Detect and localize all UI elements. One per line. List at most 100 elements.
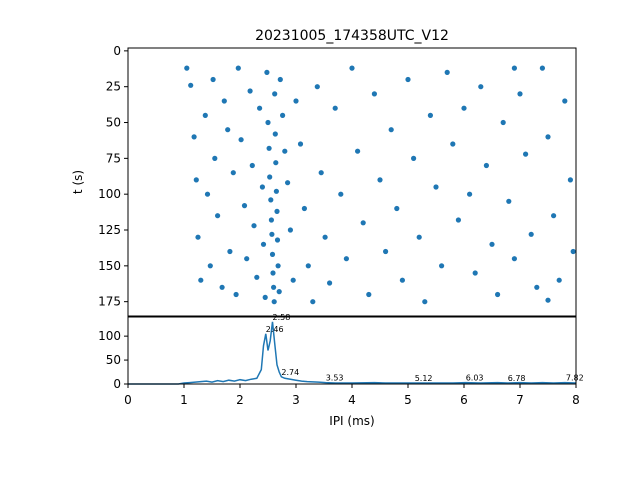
chart-title: 20231005_174358UTC_V12 [255, 28, 449, 44]
scatter-point [433, 184, 439, 190]
scatter-point [500, 119, 506, 126]
scatter-point [241, 203, 248, 209]
scatter-point [301, 205, 307, 212]
scatter-point [293, 98, 299, 104]
scatter-point [455, 217, 461, 223]
histogram-x-axis-label: IPI (ms) [329, 414, 374, 428]
y-tick-label: 150 [98, 259, 121, 273]
scatter-point [489, 241, 495, 247]
scatter-point [251, 223, 257, 229]
scatter-point [265, 119, 271, 126]
x-tick-label: 6 [460, 393, 468, 407]
scatter-point [511, 65, 517, 71]
scatter-point [310, 299, 316, 305]
peak-annotation-label: 3.53 [326, 374, 344, 383]
scatter-point [318, 170, 324, 176]
scatter-point [191, 134, 197, 140]
y-tick-label: 175 [98, 295, 121, 309]
scatter-point [314, 84, 320, 90]
scatter-point [360, 220, 366, 226]
peak-annotation-label: 2.74 [281, 368, 299, 377]
scatter-point [322, 234, 328, 240]
scatter-point [422, 299, 428, 305]
scatter-point [249, 162, 255, 169]
scatter-point [184, 65, 190, 71]
scatter-point [467, 191, 473, 197]
scatter-axes-frame [127, 47, 577, 317]
scatter-point [562, 98, 568, 104]
scatter-point [371, 91, 377, 97]
scatter-point [280, 112, 286, 118]
histogram-y-ticks: 0 50 100 [98, 329, 128, 391]
scatter-point [275, 263, 281, 269]
scatter-point [273, 188, 279, 194]
scatter-point [266, 145, 272, 151]
scatter-point [394, 205, 400, 212]
scatter-point [210, 76, 216, 83]
scatter-point [472, 270, 478, 276]
scatter-point [276, 289, 282, 295]
scatter-point [274, 208, 280, 214]
scatter-point [567, 177, 574, 183]
scatter-point [215, 213, 221, 219]
scatter-point [230, 170, 236, 176]
scatter-points [184, 65, 576, 305]
scatter-point [545, 297, 551, 303]
x-tick-label: 2 [236, 393, 244, 407]
scatter-point [268, 197, 274, 203]
scatter-point [495, 291, 501, 298]
histogram-line [128, 321, 577, 385]
scatter-y-axis-label: t (s) [71, 170, 85, 194]
scatter-point [478, 84, 484, 90]
scatter-point [287, 227, 293, 233]
scatter-point [450, 141, 456, 147]
scatter-point [327, 280, 333, 286]
x-tick-label: 5 [404, 393, 412, 407]
scatter-point [506, 198, 512, 204]
scatter-point [534, 284, 540, 290]
peak-annotation-label: 7.82 [566, 374, 584, 383]
scatter-point [262, 294, 268, 300]
histogram-panel: 2.582.462.743.53 5.12 6.03 6.78 7.82 050100 … [98, 313, 584, 428]
scatter-point [338, 191, 344, 197]
peak-annotation-label: 6.03 [466, 374, 484, 383]
y-tick-label: 125 [98, 223, 121, 237]
scatter-point [297, 141, 304, 147]
peak-annotation-label: 2.46 [266, 325, 284, 334]
x-tick-label: 8 [572, 393, 580, 407]
scatter-point [259, 184, 265, 190]
scatter-point [195, 234, 201, 240]
scatter-point [207, 263, 213, 269]
scatter-point [439, 263, 445, 269]
scatter-point [272, 91, 278, 97]
scatter-point [254, 274, 260, 280]
peak-annotation-label: 6.78 [508, 374, 526, 383]
scatter-point [264, 69, 270, 75]
scatter-point [269, 251, 276, 257]
x-tick-label: 4 [348, 393, 356, 407]
scatter-point [545, 134, 551, 140]
scatter-point [267, 174, 273, 180]
y-tick-label: 100 [98, 329, 121, 343]
scatter-point [277, 76, 283, 83]
histogram-series [128, 321, 577, 385]
scatter-point [539, 65, 546, 71]
scatter-point [247, 88, 253, 94]
scatter-point [204, 191, 211, 197]
y-tick-label: 75 [106, 151, 121, 165]
scatter-point [273, 160, 279, 166]
y-tick-label: 0 [113, 44, 121, 58]
scatter-point [405, 76, 411, 83]
scatter-point [235, 65, 241, 71]
scatter-point [227, 248, 233, 255]
scatter-point [282, 148, 288, 154]
scatter-point [238, 137, 244, 143]
scatter-point [511, 256, 517, 262]
scatter-point [260, 241, 267, 247]
scatter-point [219, 284, 225, 290]
scatter-point [570, 248, 576, 255]
scatter-point [268, 217, 274, 223]
scatter-point [202, 112, 208, 118]
